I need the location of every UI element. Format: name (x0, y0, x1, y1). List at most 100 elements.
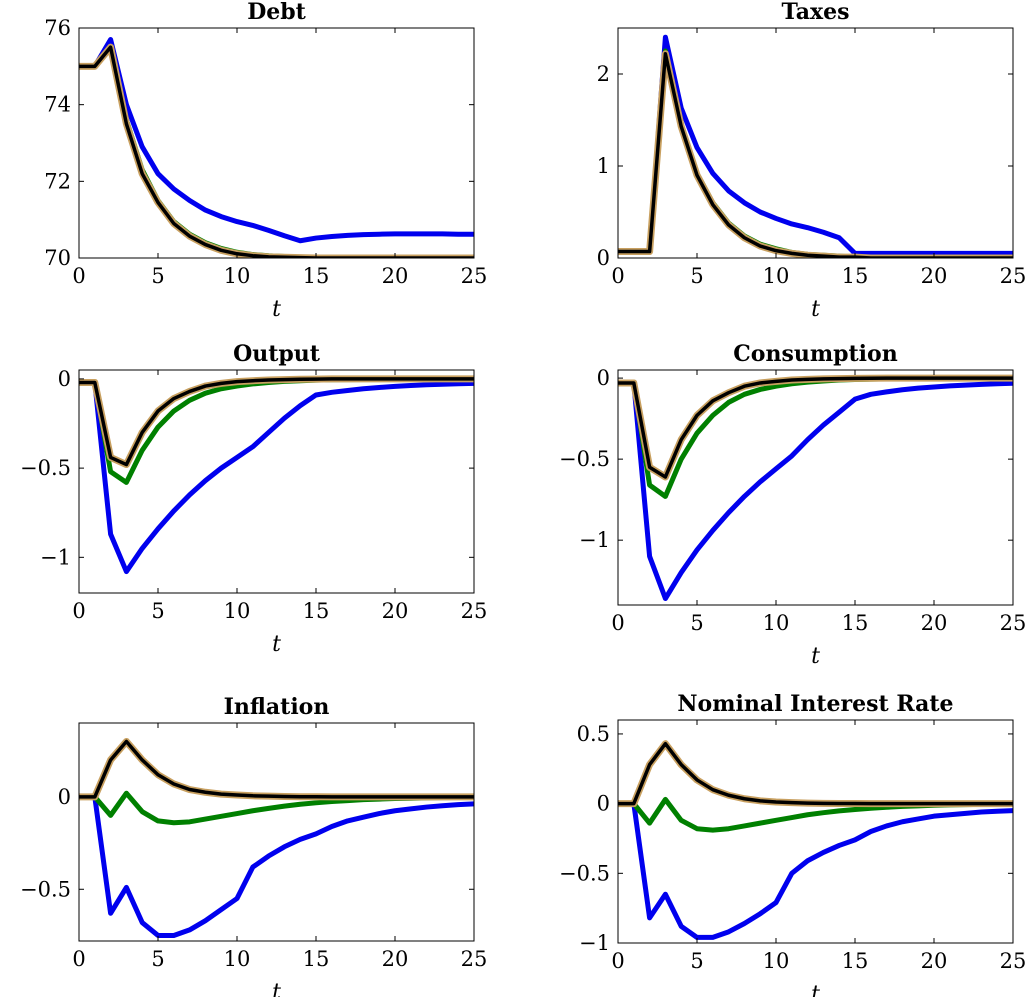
x-tick-label: 5 (690, 611, 703, 635)
x-tick-label: 0 (72, 947, 85, 971)
plot-frame (78, 369, 475, 594)
series-line-2 (618, 376, 1013, 479)
x-tick-label: 20 (382, 599, 409, 623)
chart-3: Consumption 0 5 10 15 20 25 −1 −0.5 0 t (559, 341, 1026, 669)
x-tick-label: 5 (151, 947, 164, 971)
x-tick-label: 10 (224, 264, 251, 288)
x-tick-label: 5 (151, 599, 164, 623)
series-line-outline (79, 43, 474, 258)
chart-title: Nominal Interest Rate (677, 691, 953, 717)
chart-title: Output (233, 341, 321, 367)
y-tick-label: 0 (597, 366, 610, 390)
x-tick-label: 20 (921, 611, 948, 635)
y-tick-label: 70 (44, 246, 71, 270)
series-line-0 (79, 794, 474, 938)
series-line-1 (618, 375, 1013, 499)
x-tick-label: 0 (72, 264, 85, 288)
chart-title: Inflation (224, 694, 330, 720)
chart-4: Inflation 0 5 10 15 20 25 −0.5 0 t (20, 694, 487, 997)
y-tick-label: 0 (597, 792, 610, 816)
x-tick-label: 0 (72, 599, 85, 623)
y-tick-label: −1 (579, 931, 610, 955)
series-line-2 (79, 45, 474, 258)
x-tick-label: 25 (461, 599, 488, 623)
x-axis-label: t (272, 632, 281, 657)
plot-frame (617, 369, 1014, 606)
y-tick-label: −0.5 (20, 456, 71, 480)
x-tick-label: 15 (303, 599, 330, 623)
x-tick-label: 25 (1000, 949, 1027, 973)
x-tick-label: 0 (611, 264, 624, 288)
series-group (618, 34, 1013, 258)
x-tick-label: 25 (461, 264, 488, 288)
x-tick-label: 5 (151, 264, 164, 288)
series-line-0 (618, 801, 1013, 940)
y-tick-label: 0.5 (577, 722, 610, 746)
x-tick-label: 15 (303, 947, 330, 971)
x-axis-label: t (272, 980, 281, 997)
series-line-outline (618, 740, 1013, 808)
x-tick-label: 10 (763, 949, 790, 973)
series-line-outline (79, 737, 474, 801)
x-tick-label: 0 (611, 611, 624, 635)
series-line-0 (618, 380, 1013, 602)
y-tick-label: −0.5 (559, 447, 610, 471)
x-tick-label: 25 (1000, 264, 1027, 288)
series-group (618, 374, 1013, 602)
y-tick-label: −0.5 (559, 861, 610, 885)
series-line-2 (618, 741, 1013, 806)
plot-frame (78, 722, 475, 942)
chart-title: Consumption (733, 341, 897, 367)
x-tick-label: 25 (1000, 611, 1027, 635)
x-tick-label: 15 (842, 611, 869, 635)
plot-frame (78, 27, 475, 259)
x-axis-label: t (811, 297, 820, 322)
x-tick-label: 10 (763, 264, 790, 288)
y-tick-label: 74 (44, 93, 71, 117)
chart-2: Output 0 5 10 15 20 25 −1 −0.5 0 t (20, 341, 487, 657)
x-tick-label: 10 (763, 611, 790, 635)
series-group (79, 737, 474, 938)
plot-frame (617, 27, 1014, 259)
x-tick-label: 25 (461, 947, 488, 971)
x-axis-label: t (811, 644, 820, 669)
series-line-2 (79, 377, 474, 467)
y-tick-label: 0 (58, 785, 71, 809)
x-tick-label: 10 (224, 599, 251, 623)
y-tick-label: −0.5 (20, 877, 71, 901)
series-group (79, 375, 474, 575)
series-line-1 (79, 376, 474, 485)
series-line-0 (618, 34, 1013, 256)
y-tick-label: 72 (44, 169, 71, 193)
series-line-2 (79, 739, 474, 799)
chart-title: Debt (247, 0, 306, 25)
y-tick-label: 0 (597, 246, 610, 270)
series-line-outline (79, 375, 474, 469)
x-tick-label: 15 (842, 264, 869, 288)
series-line-0 (79, 379, 474, 575)
x-tick-label: 20 (382, 264, 409, 288)
x-axis-label: t (272, 297, 281, 322)
x-tick-label: 20 (382, 947, 409, 971)
chart-5: Nominal Interest Rate 0 5 10 15 20 25 −1 −0.5 0 0.… (559, 691, 1026, 997)
x-tick-label: 15 (303, 264, 330, 288)
x-tick-label: 20 (921, 949, 948, 973)
y-tick-label: −1 (579, 528, 610, 552)
x-tick-label: 5 (690, 264, 703, 288)
chart-1: Taxes 0 5 10 15 20 25 0 1 2 t (597, 0, 1027, 322)
series-group (79, 37, 474, 258)
x-tick-label: 15 (842, 949, 869, 973)
x-tick-label: 10 (224, 947, 251, 971)
y-tick-label: 1 (597, 154, 610, 178)
x-tick-label: 0 (611, 949, 624, 973)
chart-0: Debt 0 5 10 15 20 25 70 72 74 76 t (44, 0, 487, 322)
y-tick-label: −1 (40, 545, 71, 569)
plot-frame (617, 719, 1014, 944)
chart-title: Taxes (781, 0, 849, 25)
y-tick-label: 76 (44, 16, 71, 40)
x-tick-label: 20 (921, 264, 948, 288)
series-group (618, 740, 1013, 940)
x-axis-label: t (811, 982, 820, 997)
x-tick-label: 5 (690, 949, 703, 973)
